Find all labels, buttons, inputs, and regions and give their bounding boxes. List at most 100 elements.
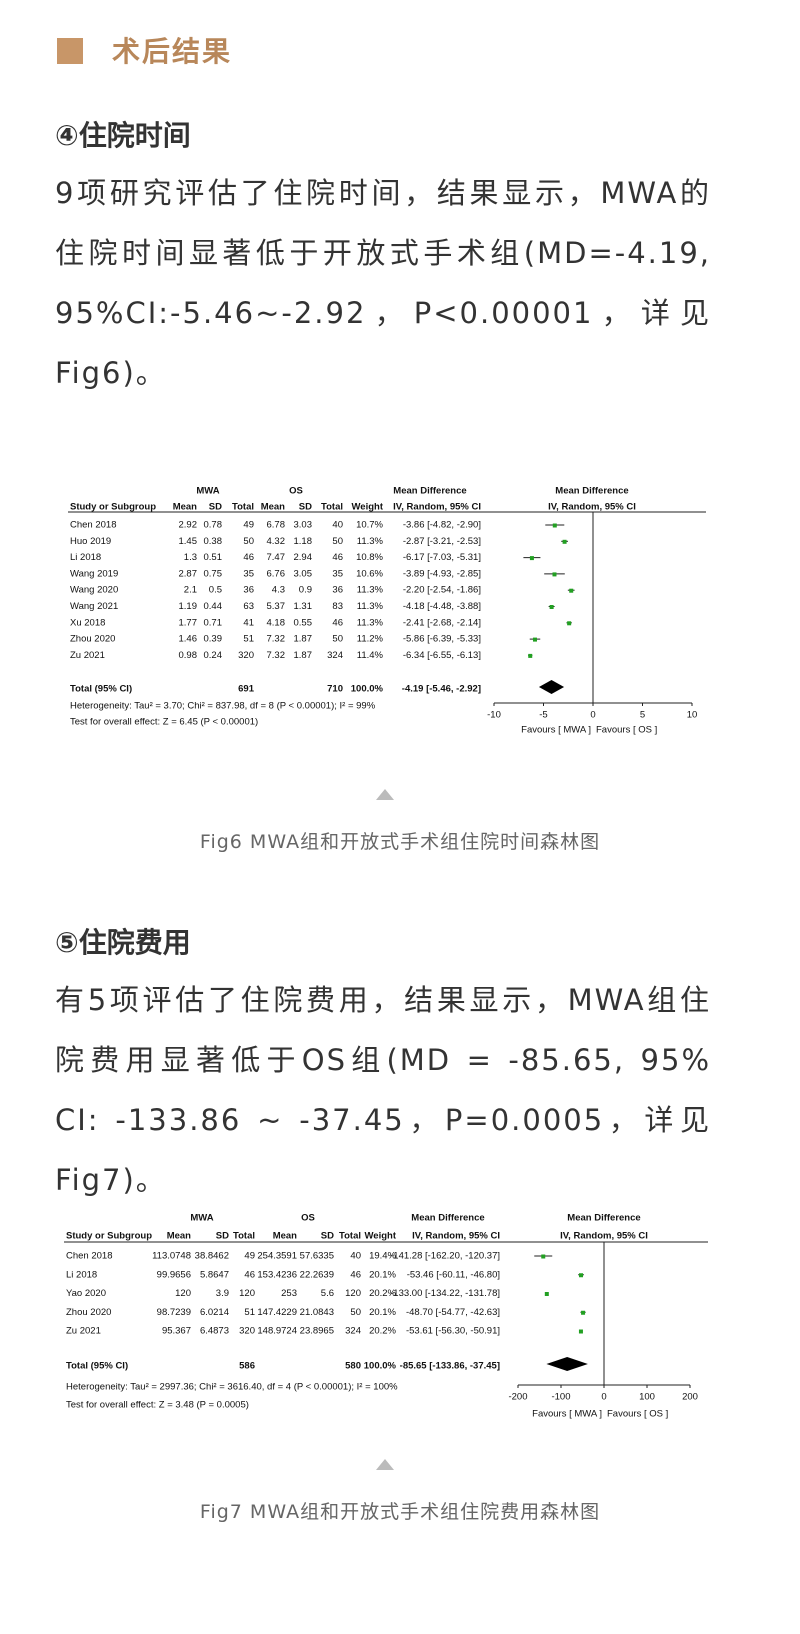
tick-label: 0 bbox=[601, 1392, 606, 1403]
effect-marker bbox=[569, 588, 574, 593]
table-cell: 7.32 bbox=[267, 634, 286, 645]
caption: Fig6 MWA组和开放式手术组住院时间森林图 bbox=[199, 831, 601, 853]
table-cell: 11.3% bbox=[357, 585, 384, 596]
table-cell: 57.6335 bbox=[300, 1251, 334, 1262]
table-cell: 6.76 bbox=[267, 568, 286, 579]
total-cell: -4.19 [-5.46, -2.92] bbox=[402, 684, 481, 695]
table-cell: 0.55 bbox=[294, 617, 313, 628]
table-cell: 1.45 bbox=[179, 536, 198, 547]
table-cell: 46 bbox=[332, 552, 343, 563]
table-cell: 2.87 bbox=[179, 568, 198, 579]
table-cell: 46 bbox=[332, 617, 343, 628]
column-header: Mean bbox=[273, 1231, 297, 1242]
table-cell: 51 bbox=[244, 1307, 255, 1318]
column-header: SD bbox=[321, 1231, 334, 1242]
tick-label: -100 bbox=[551, 1392, 570, 1403]
arrow-icon bbox=[376, 789, 394, 800]
table-cell: 98.7239 bbox=[157, 1307, 191, 1318]
table-cell: -48.70 [-54.77, -42.63] bbox=[406, 1307, 500, 1318]
effect-marker bbox=[541, 1254, 546, 1259]
table-cell: 1.46 bbox=[179, 634, 198, 645]
effect-marker bbox=[562, 539, 567, 544]
plot-header: IV, Random, 95% CI bbox=[548, 502, 636, 513]
tick-label: -5 bbox=[539, 710, 547, 721]
table-cell: 0.71 bbox=[204, 617, 223, 628]
table-cell: 21.0843 bbox=[300, 1307, 334, 1318]
table-cell: 1.3 bbox=[184, 552, 197, 563]
table-cell: -2.20 [-2.54, -1.86] bbox=[403, 585, 481, 596]
table-cell: 120 bbox=[345, 1288, 361, 1299]
column-header: Weight bbox=[352, 502, 384, 513]
table-cell: -141.28 [-162.20, -120.37] bbox=[390, 1251, 500, 1262]
tick-label: 5 bbox=[640, 710, 645, 721]
table-cell: 324 bbox=[345, 1326, 361, 1337]
study-name: Chen 2018 bbox=[66, 1251, 112, 1262]
table-cell: 11.2% bbox=[357, 634, 384, 645]
table-cell: 23.8965 bbox=[300, 1326, 334, 1337]
effect-marker bbox=[578, 1329, 583, 1334]
table-cell: -2.87 [-3.21, -2.53] bbox=[403, 536, 481, 547]
effect-marker bbox=[528, 653, 533, 658]
column-header: Total bbox=[321, 502, 343, 513]
table-cell: 4.3 bbox=[272, 585, 285, 596]
table-cell: 46 bbox=[244, 1269, 255, 1280]
heterogeneity: Heterogeneity: Tau² = 2997.36; Chi² = 36… bbox=[66, 1382, 398, 1393]
group-header: OS bbox=[289, 486, 303, 497]
table-cell: 36 bbox=[243, 585, 254, 596]
total-cell: 586 bbox=[239, 1361, 255, 1372]
favours-label: Favours [ OS ] bbox=[596, 725, 657, 736]
table-cell: 46 bbox=[350, 1269, 361, 1280]
heterogeneity: Heterogeneity: Tau² = 3.70; Chi² = 837.9… bbox=[70, 701, 376, 712]
effect-marker bbox=[552, 523, 557, 528]
table-cell: 50 bbox=[332, 634, 343, 645]
study-name: Wang 2021 bbox=[70, 601, 118, 612]
tick-label: 100 bbox=[639, 1392, 655, 1403]
table-cell: 324 bbox=[327, 650, 343, 661]
column-header: Study or Subgroup bbox=[66, 1231, 152, 1242]
study-name: Zu 2021 bbox=[70, 650, 105, 661]
table-cell: 35 bbox=[332, 568, 343, 579]
tick-label: 200 bbox=[682, 1392, 698, 1403]
table-cell: 63 bbox=[243, 601, 254, 612]
table-cell: 50 bbox=[243, 536, 254, 547]
table-cell: 2.94 bbox=[294, 552, 313, 563]
total-cell: 710 bbox=[327, 684, 343, 695]
effect-header: Mean Difference bbox=[393, 486, 466, 497]
study-name: Chen 2018 bbox=[70, 520, 116, 531]
table-cell: 3.05 bbox=[294, 568, 313, 579]
overall-effect: Test for overall effect: Z = 3.48 (P = 0… bbox=[66, 1400, 249, 1411]
column-header: SD bbox=[209, 502, 222, 513]
column-header: Weight bbox=[365, 1231, 397, 1242]
table-cell: -3.86 [-4.82, -2.90] bbox=[403, 520, 481, 531]
column-header: IV, Random, 95% CI bbox=[412, 1231, 500, 1242]
table-cell: 11.3% bbox=[357, 601, 384, 612]
table-cell: 4.32 bbox=[267, 536, 286, 547]
table-cell: -53.46 [-60.11, -46.80] bbox=[407, 1269, 500, 1280]
study-name: Li 2018 bbox=[70, 552, 101, 563]
total-label: Total (95% CI) bbox=[70, 684, 132, 695]
column-header: Mean bbox=[261, 502, 285, 513]
table-cell: 1.87 bbox=[294, 650, 313, 661]
tick-label: 10 bbox=[687, 710, 698, 721]
table-cell: 20.2% bbox=[369, 1288, 396, 1299]
total-cell: 100.0% bbox=[364, 1361, 397, 1372]
paragraph: 有5项评估了住院费用，结果显示，MWA组住院费用显著低于OS组(MD = -85… bbox=[55, 983, 711, 1197]
effect-marker bbox=[567, 621, 572, 626]
forest-plot: MWA OS Mean Difference Mean Difference Study… bbox=[68, 486, 706, 736]
table-cell: 7.32 bbox=[267, 650, 286, 661]
section-marker bbox=[57, 38, 83, 64]
table-cell: -133.00 [-134.22, -131.78] bbox=[390, 1288, 500, 1299]
tick-label: -200 bbox=[508, 1392, 527, 1403]
column-header: Study or Subgroup bbox=[70, 502, 156, 513]
table-cell: 120 bbox=[175, 1288, 191, 1299]
table-cell: 148.9724 bbox=[257, 1326, 297, 1337]
table-cell: -2.41 [-2.68, -2.14] bbox=[403, 617, 481, 628]
group-header: MWA bbox=[196, 486, 219, 497]
total-cell: 691 bbox=[238, 684, 255, 695]
table-cell: 20.2% bbox=[369, 1326, 396, 1337]
table-cell: 49 bbox=[244, 1251, 255, 1262]
table-cell: 50 bbox=[350, 1307, 361, 1318]
table-cell: 20.1% bbox=[369, 1307, 396, 1318]
favours-label: Favours [ MWA ] bbox=[532, 1409, 602, 1420]
table-cell: 1.77 bbox=[179, 617, 198, 628]
